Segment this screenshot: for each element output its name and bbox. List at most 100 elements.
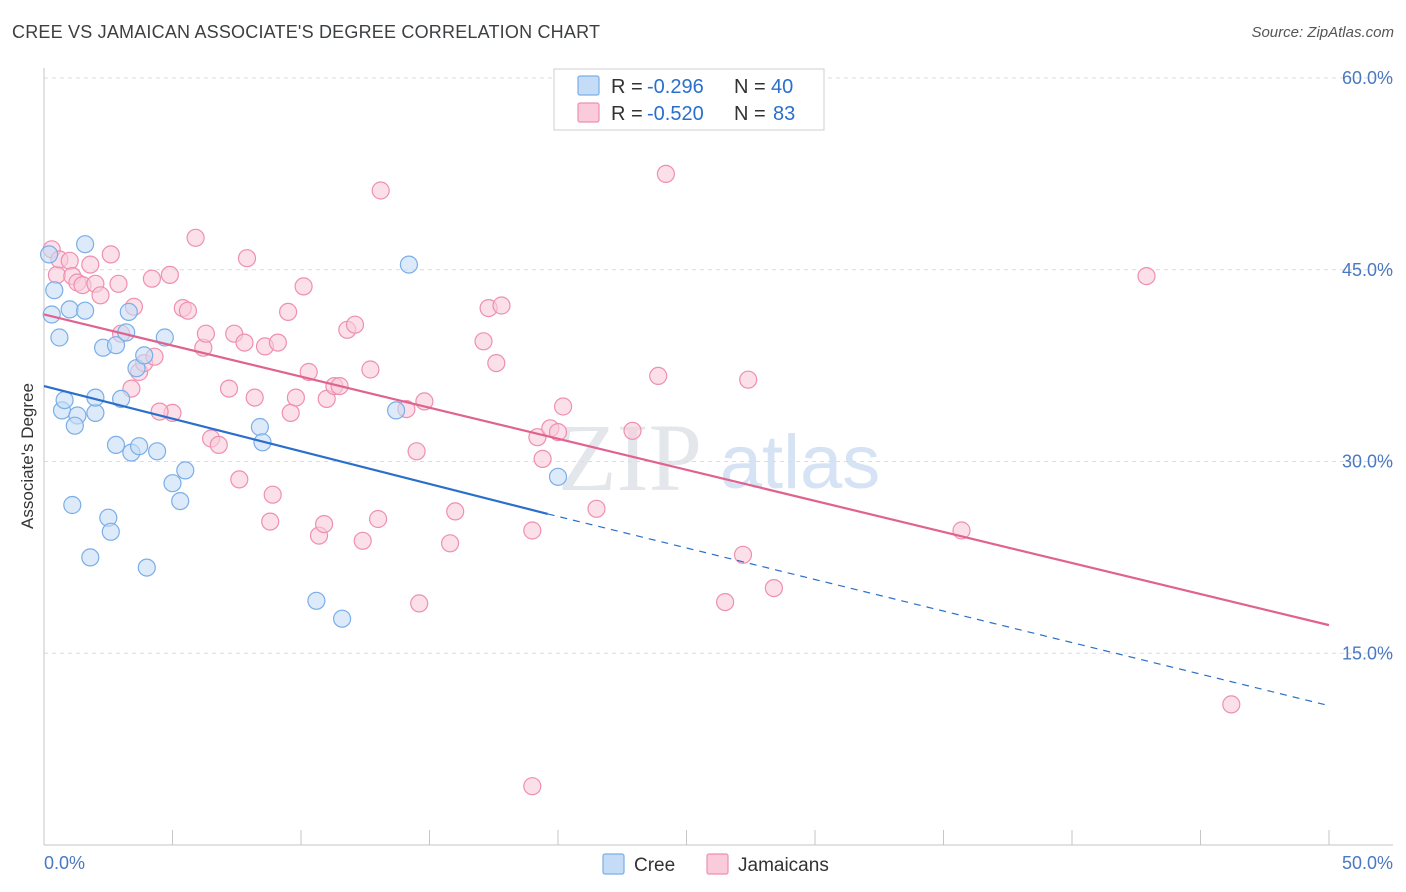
legend-r-label-cree: R =: [611, 76, 643, 98]
point-cree-19: [135, 346, 154, 365]
series-legend-label-cree: Cree: [634, 855, 675, 876]
point-jamaicans-23: [186, 228, 205, 247]
point-cree-37: [387, 401, 406, 420]
point-jamaicans-10: [101, 245, 120, 264]
trend-line-jamaicans: [43, 313, 1330, 627]
trend-line-cree: [43, 385, 548, 515]
point-jamaicans-37: [268, 333, 287, 352]
point-jamaicans-61: [487, 354, 506, 373]
point-jamaicans-36: [263, 485, 282, 504]
point-cree-14: [106, 336, 126, 355]
point-jamaicans-30: [230, 470, 249, 489]
point-cree-29: [137, 558, 156, 577]
y-tick-label-60: 60.0%: [1342, 68, 1393, 88]
point-jamaicans-72: [656, 164, 676, 183]
point-jamaicans-63: [523, 521, 542, 540]
point-cree-10: [65, 416, 84, 435]
point-cree-3: [50, 328, 69, 347]
point-cree-36: [333, 609, 352, 628]
point-jamaicans-82: [353, 531, 372, 550]
point-jamaicans-74: [733, 545, 753, 564]
series-legend: Cree Jamaicans: [602, 853, 829, 876]
axes: [43, 68, 1393, 846]
point-cree-35: [307, 591, 326, 610]
point-cree-0: [39, 245, 59, 264]
trend-line-cree-extension: [547, 513, 1330, 707]
point-jamaicans-28: [219, 379, 239, 398]
stats-legend: R = -0.296 N = 40 R = -0.520 N = 83: [553, 68, 825, 131]
legend-r-value-jamaicans: -0.520: [647, 103, 704, 125]
chart-title: CREE VS JAMAICAN ASSOCIATE'S DEGREE CORR…: [12, 22, 601, 42]
point-jamaicans-54: [407, 442, 426, 461]
source-label: Source: ZipAtlas.com: [1251, 24, 1394, 41]
point-cree-15: [111, 389, 131, 408]
point-cree-17: [119, 302, 138, 321]
point-jamaicans-38: [279, 302, 298, 321]
point-jamaicans-32: [237, 249, 257, 268]
watermark-zip: ZIP: [558, 404, 702, 511]
point-cree-1: [45, 281, 64, 300]
point-jamaicans-71: [649, 366, 668, 385]
point-cree-27: [101, 522, 120, 541]
legend-swatch-jamaicans: [577, 102, 600, 123]
point-cree-33: [250, 417, 269, 437]
point-cree-2: [42, 305, 61, 324]
point-jamaicans-50: [361, 360, 380, 379]
x-tick-label-min: 0.0%: [44, 853, 85, 873]
point-jamaicans-57: [441, 534, 460, 553]
point-cree-30: [163, 474, 182, 493]
point-jamaicans-11: [109, 274, 128, 293]
legend-swatch-cree: [577, 75, 600, 96]
point-jamaicans-80: [523, 777, 542, 796]
point-jamaicans-3: [60, 251, 79, 270]
point-cree-24: [148, 442, 167, 461]
point-jamaicans-7: [81, 255, 100, 274]
point-cree-4: [75, 235, 95, 254]
point-cree-32: [176, 461, 195, 480]
series-legend-label-jamaicans: Jamaicans: [738, 855, 829, 876]
point-cree-23: [130, 437, 149, 456]
series-legend-swatch-jamaicans: [706, 853, 729, 875]
point-jamaicans-51: [369, 509, 388, 529]
y-tick-label-30: 30.0%: [1342, 452, 1393, 472]
point-jamaicans-9: [91, 286, 110, 305]
point-jamaicans-1: [47, 265, 67, 284]
point-cree-5: [60, 300, 79, 319]
y-tick-label-45: 45.0%: [1342, 260, 1393, 280]
point-jamaicans-44: [315, 514, 334, 534]
point-cree-31: [171, 492, 190, 511]
point-jamaicans-58: [446, 502, 465, 521]
y-tick-labels: 15.0% 30.0% 45.0% 60.0%: [1342, 68, 1393, 663]
point-jamaicans-25: [196, 324, 215, 343]
point-cree-39: [548, 467, 568, 486]
point-jamaicans-49: [345, 315, 365, 334]
point-jamaicans-78: [1137, 267, 1156, 286]
watermark-atlas: atlas: [720, 420, 881, 505]
point-jamaicans-75: [739, 370, 758, 389]
point-jamaicans-55: [410, 594, 429, 613]
series-legend-swatch-cree: [602, 853, 625, 875]
point-jamaicans-18: [142, 269, 161, 288]
point-cree-25: [63, 495, 82, 515]
point-jamaicans-52: [371, 181, 390, 200]
point-jamaicans-62: [492, 296, 511, 315]
x-tick-label-max: 50.0%: [1342, 853, 1393, 873]
point-cree-6: [75, 301, 95, 320]
legend-n-value-cree: 40: [771, 76, 793, 98]
point-jamaicans-39: [281, 403, 300, 422]
point-jamaicans-22: [178, 301, 197, 320]
point-jamaicans-27: [209, 435, 228, 454]
legend-n-label-cree: N =: [734, 76, 766, 98]
point-cree-28: [81, 548, 100, 567]
point-jamaicans-65: [533, 449, 552, 468]
point-jamaicans-42: [299, 362, 318, 382]
point-jamaicans-31: [235, 333, 254, 352]
point-jamaicans-67: [548, 423, 568, 442]
point-jamaicans-59: [474, 332, 493, 351]
scatter-points: [39, 164, 1241, 796]
point-cree-38: [399, 255, 418, 274]
legend-r-label-jamaicans: R =: [611, 103, 643, 125]
point-cree-8: [55, 391, 74, 410]
point-jamaicans-35: [261, 512, 280, 531]
